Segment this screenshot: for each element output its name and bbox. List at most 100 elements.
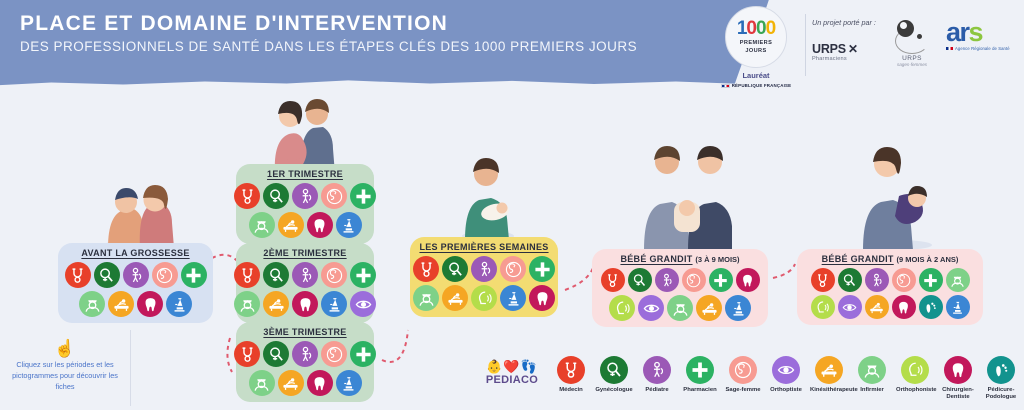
legend-item-pharmacien[interactable]: Pharmacien [681,356,719,402]
pictogram-pediatre[interactable] [864,268,889,292]
legend-icon-pediatre[interactable] [643,356,671,384]
pictogram-biologiste[interactable] [725,295,751,321]
stage-les-premieres-semaines[interactable]: LES PREMIÈRES SEMAINES [410,237,558,317]
stage-1er-trimestre[interactable]: 1ER TRIMESTRE [234,164,376,244]
pictogram-kinesitherapeute[interactable] [108,291,134,317]
pictogram-infirmier[interactable] [79,291,105,317]
pictogram-orthophoniste[interactable] [471,285,497,311]
pictogram-gynecologue[interactable] [837,268,862,292]
pictogram-pediatre[interactable] [292,262,318,288]
pictogram-pediatre[interactable] [292,183,318,209]
legend-icon-kinesitherapeute[interactable] [815,356,843,384]
pictogram-gynecologue[interactable] [93,262,120,288]
pictogram-gynecologue[interactable] [263,183,289,209]
legend-icon-pedicure-podologue[interactable] [987,356,1015,384]
pictogram-infirmier[interactable] [234,291,260,317]
stage-icon-row [413,256,555,282]
pictogram-medecin[interactable] [234,262,260,288]
stage-bebe-grandit-3-9-mois[interactable]: BÉBÉ GRANDIT (3 À 9 MOIS) [592,249,768,327]
pictogram-pharmacien[interactable] [350,262,376,288]
stage-3eme-trimestre[interactable]: 3ÈME TRIMESTRE [234,322,376,402]
pictogram-chirurgien-dentiste[interactable] [529,285,555,311]
pictogram-orthoptiste[interactable] [638,295,664,321]
pictogram-infirmier[interactable] [248,212,275,238]
pictogram-biologiste[interactable] [321,291,347,317]
pictogram-kinesitherapeute[interactable] [864,295,889,319]
legend-icon-medecin[interactable] [557,356,585,384]
legend-item-chirurgien-dentiste[interactable]: Chirurgien-Dentiste [939,356,977,402]
pictogram-sage-femme[interactable] [681,268,706,292]
legend-item-pedicure-podologue[interactable]: Pédicure-Podologue [982,356,1020,402]
pictogram-orthoptiste[interactable] [350,291,376,317]
pictogram-chirurgien-dentiste[interactable] [292,291,318,317]
pictogram-kinesitherapeute[interactable] [696,295,722,321]
legend-icon-orthoptiste[interactable] [772,356,800,384]
pictogram-medecin[interactable] [64,262,91,288]
pictogram-pharmacien[interactable] [180,262,207,288]
pictogram-pharmacien[interactable] [529,256,555,282]
pictogram-sage-femme[interactable] [500,256,526,282]
pictogram-kinesitherapeute[interactable] [442,285,468,311]
legend-icon-chirurgien-dentiste[interactable] [944,356,972,384]
pictogram-kinesitherapeute[interactable] [263,291,289,317]
pictogram-sage-femme[interactable] [321,262,347,288]
pictogram-sage-femme[interactable] [891,268,916,292]
pictogram-infirmier[interactable] [248,370,275,396]
pictogram-gynecologue[interactable] [263,262,289,288]
legend-item-orthophoniste[interactable]: Orthophoniste [896,356,937,402]
pictogram-biologiste[interactable] [335,370,362,396]
legend-item-medecin[interactable]: Médecin [552,356,590,402]
pictogram-medecin[interactable] [234,341,260,367]
pictogram-pharmacien[interactable] [708,268,733,292]
pictogram-chirurgien-dentiste[interactable] [735,268,760,292]
pictogram-pediatre[interactable] [122,262,149,288]
pictogram-chirurgien-dentiste[interactable] [891,295,916,319]
pictogram-orthoptiste[interactable] [837,295,862,319]
pictogram-pharmacien[interactable] [350,341,376,367]
pictogram-sage-femme[interactable] [321,341,347,367]
pictogram-biologiste[interactable] [945,295,970,319]
pictogram-gynecologue[interactable] [263,341,289,367]
pictogram-pediatre[interactable] [292,341,318,367]
pictogram-infirmier[interactable] [945,268,970,292]
legend-icon-gynecologue[interactable] [600,356,628,384]
pictogram-gynecologue[interactable] [442,256,468,282]
legend-item-sage-femme[interactable]: Sage-femme [724,356,762,402]
pictogram-pediatre[interactable] [654,268,679,292]
legend-item-infirmier[interactable]: Infirmier [853,356,891,402]
pictogram-biologiste[interactable] [335,212,362,238]
stage-avant-la-grossesse[interactable]: AVANT LA GROSSESSE [58,243,213,323]
pictogram-gynecologue[interactable] [627,268,652,292]
pictogram-pedicure-podologue[interactable] [918,295,943,319]
legend-item-gynecologue[interactable]: Gynécologue [595,356,633,402]
pictogram-pediatre[interactable] [471,256,497,282]
pictogram-medecin[interactable] [413,256,439,282]
pictogram-biologiste[interactable] [500,285,526,311]
legend-icon-sage-femme[interactable] [729,356,757,384]
pictogram-medecin[interactable] [600,268,625,292]
pictogram-chirurgien-dentiste[interactable] [306,370,333,396]
stage-bebe-grandit-9-mois-2-ans[interactable]: BÉBÉ GRANDIT (9 MOIS À 2 ANS) [797,249,983,325]
pictogram-infirmier[interactable] [667,295,693,321]
stage-2eme-trimestre[interactable]: 2ÈME TRIMESTRE [234,243,376,323]
legend-item-orthoptiste[interactable]: Orthoptiste [767,356,805,402]
legend-icon-infirmier[interactable] [858,356,886,384]
pictogram-pharmacien[interactable] [918,268,943,292]
pictogram-chirurgien-dentiste[interactable] [137,291,163,317]
pictogram-sage-femme[interactable] [151,262,178,288]
legend-item-pediatre[interactable]: Pédiatre [638,356,676,402]
pictogram-orthophoniste[interactable] [810,295,835,319]
legend-icon-pharmacien[interactable] [686,356,714,384]
legend-icon-orthophoniste[interactable] [901,356,929,384]
pictogram-chirurgien-dentiste[interactable] [306,212,333,238]
pictogram-pharmacien[interactable] [350,183,376,209]
legend-item-kinesitherapeute[interactable]: Kinésithérapeute [810,356,858,402]
pictogram-sage-femme[interactable] [321,183,347,209]
pictogram-kinesitherapeute[interactable] [277,212,304,238]
pictogram-infirmier[interactable] [413,285,439,311]
pictogram-kinesitherapeute[interactable] [277,370,304,396]
pictogram-medecin[interactable] [810,268,835,292]
pictogram-biologiste[interactable] [166,291,192,317]
pictogram-orthophoniste[interactable] [609,295,635,321]
pictogram-medecin[interactable] [234,183,260,209]
